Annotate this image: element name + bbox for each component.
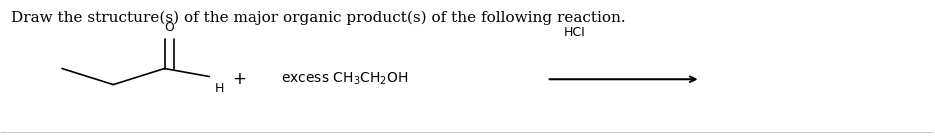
Text: +: + [232,70,246,88]
Text: excess CH$_3$CH$_2$OH: excess CH$_3$CH$_2$OH [281,71,409,87]
Text: O: O [165,21,174,34]
Text: H: H [215,82,224,95]
Text: Draw the structure(s) of the major organic product(s) of the following reaction.: Draw the structure(s) of the major organ… [10,11,626,25]
Text: HCI: HCI [564,26,585,39]
